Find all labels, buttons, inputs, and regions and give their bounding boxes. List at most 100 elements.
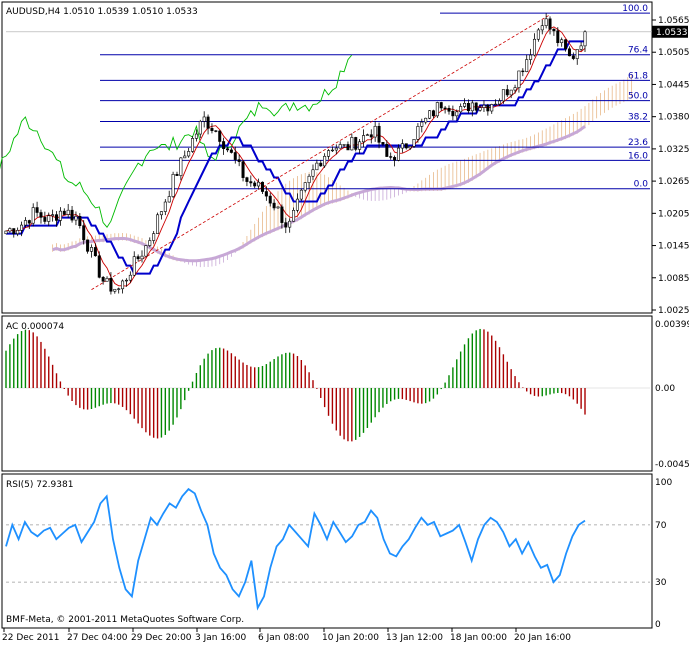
candle	[229, 147, 233, 154]
candle	[225, 146, 229, 153]
candle	[299, 188, 303, 201]
current-price-label: 1.0533	[656, 28, 688, 38]
candle	[385, 140, 389, 157]
candle	[319, 160, 323, 167]
candle	[478, 104, 482, 112]
candle	[82, 220, 86, 245]
candle	[191, 136, 195, 153]
candle	[51, 209, 55, 222]
candle	[4, 230, 8, 235]
candle	[257, 178, 261, 190]
candle	[109, 272, 113, 295]
price-tick-label: 1.0445	[658, 80, 689, 90]
candle	[175, 171, 179, 176]
price-tick-label: 1.0205	[658, 209, 689, 219]
candle	[579, 41, 583, 52]
candle	[280, 204, 284, 229]
candle	[276, 206, 280, 209]
candle	[140, 250, 144, 263]
time-axis: 22 Dec 2011 27 Dec 04:00 29 Dec 20:00 3 Jan…	[2, 628, 571, 643]
candle	[412, 138, 416, 149]
price-panel[interactable]: 100.0 76.4 61.8 50.0 38.2 23.6 16.0 0.0 AUDUSD,…	[0, 1, 653, 314]
candle	[78, 213, 82, 229]
candle	[70, 206, 74, 223]
candle	[43, 211, 47, 225]
candle	[459, 103, 463, 114]
candle	[74, 211, 78, 226]
candle	[396, 144, 400, 162]
candle	[564, 39, 568, 52]
chikou-span	[0, 54, 353, 228]
candle	[420, 118, 424, 133]
candle	[443, 105, 447, 114]
candle	[264, 186, 268, 201]
candle	[583, 30, 587, 52]
price-tick-label: 1.0325	[658, 145, 689, 155]
candle	[303, 182, 307, 193]
candle	[431, 109, 435, 118]
candle	[198, 119, 202, 139]
candle	[474, 102, 478, 114]
candle	[470, 99, 474, 117]
candle	[132, 251, 136, 277]
candle	[20, 221, 24, 237]
senkou-span-b	[52, 125, 586, 263]
candle	[463, 98, 467, 109]
price-tick-label: 1.0145	[658, 242, 689, 252]
candle	[183, 150, 187, 159]
candle	[517, 70, 521, 93]
candle	[159, 211, 163, 220]
candle	[342, 144, 346, 148]
candle	[567, 46, 571, 57]
rsi-axis: 100 70 30 0	[655, 478, 672, 630]
candle	[202, 111, 206, 128]
fib-level-label: 50.0	[628, 92, 648, 102]
candle	[156, 212, 160, 234]
trend-line	[91, 14, 551, 290]
candle	[439, 101, 443, 111]
candle	[253, 180, 257, 189]
time-tick-label: 6 Jan 08:00	[258, 633, 310, 643]
price-tick-label: 1.0085	[658, 274, 689, 284]
candle	[93, 243, 97, 257]
candle	[482, 100, 486, 113]
rsi-tick-label: 30	[655, 578, 667, 588]
candle	[404, 143, 408, 150]
candle	[47, 212, 51, 226]
candle	[350, 133, 354, 151]
candle	[23, 217, 27, 228]
candle	[466, 99, 470, 114]
candle	[214, 130, 218, 133]
ichimoku-cloud	[52, 74, 633, 268]
candle	[121, 279, 125, 294]
candle	[288, 218, 292, 233]
candle	[354, 136, 358, 152]
candle	[194, 129, 198, 142]
candle	[66, 203, 70, 219]
rsi-panel[interactable]: RSI(5) 72.9381 BMF-Meta, © 2001-2011 Met…	[1, 473, 653, 629]
candle	[486, 103, 490, 116]
rsi-tick-label: 70	[655, 521, 667, 531]
candle	[381, 142, 385, 147]
rsi-tick-label: 0	[655, 620, 661, 630]
candle	[241, 159, 245, 182]
price-tick-label: 1.0380	[658, 113, 689, 123]
candle	[330, 146, 334, 153]
ac-panel[interactable]: AC 0.000074	[1, 315, 653, 472]
candle	[346, 141, 350, 151]
fib-level-label: 0.0	[634, 180, 649, 190]
candle	[365, 133, 369, 136]
ac-histogram	[5, 328, 650, 442]
candle	[393, 155, 397, 167]
candle	[136, 254, 140, 262]
fib-level-label: 61.8	[628, 71, 648, 81]
candle	[187, 147, 191, 158]
candle	[556, 27, 560, 47]
candle	[292, 207, 296, 222]
candle	[323, 153, 327, 168]
candle	[105, 276, 109, 282]
time-tick-label: 27 Dec 04:00	[67, 633, 128, 643]
candle	[571, 52, 575, 61]
candle	[358, 139, 362, 154]
ac-axis: 0.003997 0.00 -0.004554	[655, 320, 689, 470]
